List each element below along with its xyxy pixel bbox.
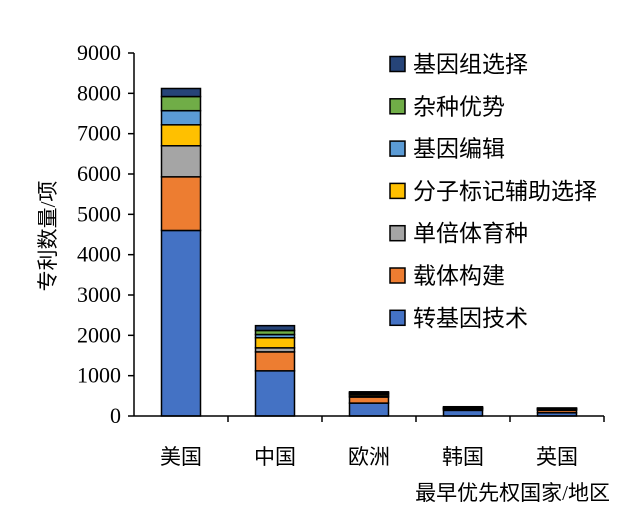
legend-swatch xyxy=(390,268,405,283)
y-tick-label: 5000 xyxy=(77,201,121,226)
x-tick-label: 欧洲 xyxy=(348,445,390,469)
bar-segment xyxy=(350,392,389,393)
bar-segment xyxy=(162,177,201,231)
bar-segment xyxy=(162,111,201,125)
bar-segment xyxy=(350,397,389,403)
legend-swatch xyxy=(390,310,405,325)
bar-segment xyxy=(162,230,201,416)
y-tick-label: 1000 xyxy=(77,363,121,388)
legend-label: 单倍体育种 xyxy=(413,221,528,246)
bar-segment xyxy=(162,88,201,96)
y-tick-label: 3000 xyxy=(77,282,121,307)
y-axis-title: 专利数量/项 xyxy=(36,181,60,292)
legend-item: 基因编辑 xyxy=(390,137,505,162)
x-tick-label: 美国 xyxy=(160,445,202,469)
legend-swatch xyxy=(390,99,405,114)
y-tick-label: 4000 xyxy=(77,242,121,267)
legend-label: 转基因技术 xyxy=(413,306,528,331)
legend-swatch xyxy=(390,141,405,156)
y-tick-label: 8000 xyxy=(77,80,121,105)
y-tick-label: 6000 xyxy=(77,161,121,186)
bar-segment xyxy=(256,338,295,348)
legend-item: 转基因技术 xyxy=(390,306,528,331)
bar-segment xyxy=(350,403,389,416)
legend-swatch xyxy=(390,57,405,72)
x-axis-title: 最早优先权国家/地区 xyxy=(415,481,610,505)
y-tick-label: 9000 xyxy=(77,40,121,65)
x-tick-label: 英国 xyxy=(536,445,578,469)
legend-label: 基因编辑 xyxy=(413,137,505,162)
bar-segment xyxy=(162,125,201,146)
axes: 美国 中国 欧洲 韩国 英国 0 1000 2000 3000 4000 5000 6000 7000 8… xyxy=(77,40,604,469)
legend-item: 杂种优势 xyxy=(390,94,505,119)
y-tick-label: 2000 xyxy=(77,322,121,347)
x-tick-label: 中国 xyxy=(254,445,296,469)
legend-item: 单倍体育种 xyxy=(390,221,528,246)
legend-item: 分子标记辅助选择 xyxy=(390,179,597,204)
bar-segment xyxy=(256,352,295,371)
plot-area xyxy=(162,88,577,416)
legend-swatch xyxy=(390,226,405,241)
bar-segment xyxy=(256,371,295,416)
legend-label: 杂种优势 xyxy=(413,94,505,119)
legend-label: 载体构建 xyxy=(413,264,505,289)
bar-segment xyxy=(444,407,483,408)
legend-item: 基因组选择 xyxy=(390,52,528,77)
bar-segment xyxy=(444,410,483,416)
bar-segment xyxy=(256,326,295,331)
bar-segment xyxy=(162,146,201,177)
legend-item: 载体构建 xyxy=(390,264,505,289)
legend-label: 基因组选择 xyxy=(413,52,528,77)
bar-segment xyxy=(162,97,201,111)
y-tick-label: 7000 xyxy=(77,121,121,146)
legend-label: 分子标记辅助选择 xyxy=(413,179,597,204)
x-tick-label: 韩国 xyxy=(442,445,484,469)
y-tick-label: 0 xyxy=(110,403,121,428)
legend-swatch xyxy=(390,183,405,198)
